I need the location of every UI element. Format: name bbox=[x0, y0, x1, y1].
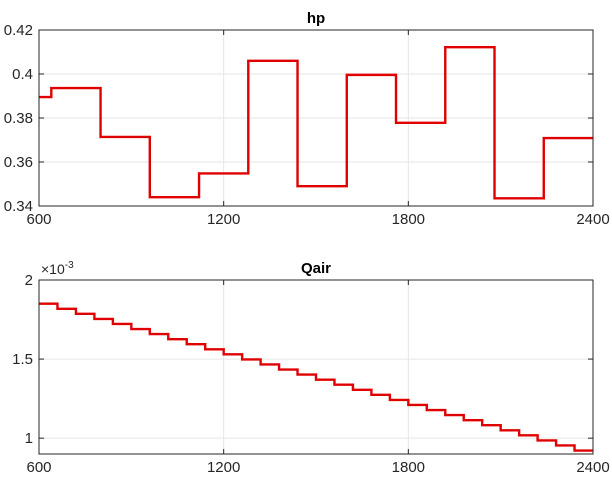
series-line bbox=[39, 45, 593, 200]
x-tick-label: 1800 bbox=[392, 211, 425, 228]
subplot-hp: 600 1200 1800 2400 0.34 0.36 0.38 0.4 0.42 hp bbox=[4, 10, 610, 228]
y-exponent-label-qair: ×10-3 bbox=[41, 260, 74, 277]
chart-title-qair: Qair bbox=[301, 260, 331, 277]
y-tick-label: 2 bbox=[25, 272, 33, 289]
ticks-qair: 600 1200 1800 2400 1 1.5 2 bbox=[12, 272, 610, 476]
y-tick-label: 1.5 bbox=[12, 351, 33, 368]
y-tick-label: 0.34 bbox=[4, 198, 33, 215]
x-tick-label: 2400 bbox=[576, 211, 609, 228]
x-tick-label: 1200 bbox=[207, 211, 240, 228]
series-line bbox=[39, 302, 593, 452]
chart-title-hp: hp bbox=[307, 10, 325, 27]
series-qair bbox=[39, 302, 593, 452]
series-hp bbox=[39, 45, 593, 200]
y-tick-label: 0.42 bbox=[4, 22, 33, 39]
y-tick-label: 0.36 bbox=[4, 154, 33, 171]
y-tick-label: 0.4 bbox=[12, 66, 33, 83]
x-tick-label: 1800 bbox=[392, 459, 425, 476]
y-tick-label: 1 bbox=[25, 430, 33, 447]
y-exponent-base: ×10 bbox=[41, 261, 65, 277]
x-tick-label: 1200 bbox=[207, 459, 240, 476]
axes-frame-qair bbox=[38, 279, 594, 455]
ticks-hp: 600 1200 1800 2400 0.34 0.36 0.38 0.4 0.42 bbox=[4, 22, 610, 228]
subplot-qair: 600 1200 1800 2400 1 1.5 2 Qair ×10-3 bbox=[12, 260, 610, 476]
x-tick-label: 2400 bbox=[576, 459, 609, 476]
x-tick-label: 600 bbox=[26, 211, 51, 228]
x-tick-label: 600 bbox=[26, 459, 51, 476]
y-tick-label: 0.38 bbox=[4, 110, 33, 127]
y-exponent-power: -3 bbox=[65, 260, 74, 271]
